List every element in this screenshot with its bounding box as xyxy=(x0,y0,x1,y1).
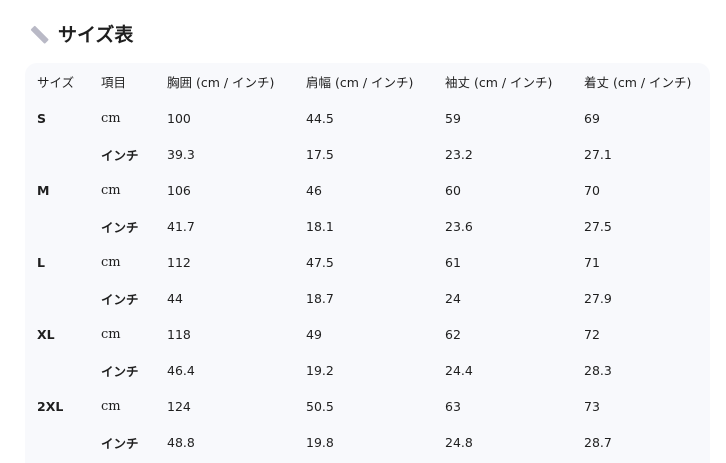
page-title: サイズ表 xyxy=(58,24,134,46)
value-cell: 49 xyxy=(306,326,322,342)
header-size: サイズ xyxy=(37,75,75,90)
value-cell: 44 xyxy=(167,290,183,306)
value-cell: 24.8 xyxy=(445,434,473,450)
value-cell: 60 xyxy=(445,182,461,198)
unit-cell: インチ xyxy=(101,435,139,451)
value-cell: 69 xyxy=(584,110,600,126)
value-cell: 27.1 xyxy=(584,146,612,162)
unit-cell: cm xyxy=(101,110,121,126)
unit-cell: cm xyxy=(101,398,121,414)
value-cell: 27.9 xyxy=(584,290,612,306)
value-cell: 61 xyxy=(445,254,461,270)
size-cell xyxy=(25,136,101,172)
value-cell: 24.4 xyxy=(445,362,473,378)
value-cell: 48.8 xyxy=(167,434,195,450)
value-cell: 23.6 xyxy=(445,218,473,234)
value-cell: 44.5 xyxy=(306,110,334,126)
size-cell: S xyxy=(37,110,47,126)
table-row: インチ 48.8 19.8 24.8 28.7 xyxy=(25,424,704,460)
table-row: XL cm 118 49 62 72 xyxy=(25,316,704,352)
ruler-icon xyxy=(30,25,49,43)
unit-cell: インチ xyxy=(101,291,139,307)
size-cell xyxy=(25,208,101,244)
value-cell: 18.1 xyxy=(306,218,334,234)
unit-cell: インチ xyxy=(101,219,139,235)
size-cell xyxy=(25,424,101,460)
table-row: インチ 39.3 17.5 23.2 27.1 xyxy=(25,136,704,172)
unit-cell: cm xyxy=(101,254,121,270)
value-cell: 62 xyxy=(445,326,461,342)
value-cell: 50.5 xyxy=(306,398,334,414)
header-shoulder: 肩幅 (cm / インチ) xyxy=(306,75,414,90)
header-item: 項目 xyxy=(101,75,127,90)
value-cell: 18.7 xyxy=(306,290,334,306)
value-cell: 46.4 xyxy=(167,362,195,378)
value-cell: 47.5 xyxy=(306,254,334,270)
value-cell: 24 xyxy=(445,290,461,306)
size-cell xyxy=(25,352,101,388)
value-cell: 41.7 xyxy=(167,218,195,234)
value-cell: 28.3 xyxy=(584,362,612,378)
value-cell: 106 xyxy=(167,182,191,198)
value-cell: 112 xyxy=(167,254,191,270)
table-row: インチ 44 18.7 24 27.9 xyxy=(25,280,704,316)
value-cell: 39.3 xyxy=(167,146,195,162)
value-cell: 72 xyxy=(584,326,600,342)
size-cell: L xyxy=(37,254,45,270)
header-length: 着丈 (cm / インチ) xyxy=(584,75,692,90)
value-cell: 27.5 xyxy=(584,218,612,234)
table-header-row: サイズ 項目 胸囲 (cm / インチ) 肩幅 (cm / インチ) 袖丈 (c… xyxy=(25,63,704,100)
value-cell: 59 xyxy=(445,110,461,126)
unit-cell: cm xyxy=(101,326,121,342)
value-cell: 28.7 xyxy=(584,434,612,450)
value-cell: 73 xyxy=(584,398,600,414)
value-cell: 63 xyxy=(445,398,461,414)
unit-cell: cm xyxy=(101,182,121,198)
size-table: サイズ 項目 胸囲 (cm / インチ) 肩幅 (cm / インチ) 袖丈 (c… xyxy=(25,63,704,460)
unit-cell: インチ xyxy=(101,363,139,379)
value-cell: 118 xyxy=(167,326,191,342)
size-cell: M xyxy=(37,182,50,198)
value-cell: 19.2 xyxy=(306,362,334,378)
value-cell: 124 xyxy=(167,398,191,414)
value-cell: 100 xyxy=(167,110,191,126)
size-cell: 2XL xyxy=(37,398,64,414)
value-cell: 19.8 xyxy=(306,434,334,450)
value-cell: 70 xyxy=(584,182,600,198)
table-row: 2XL cm 124 50.5 63 73 xyxy=(25,388,704,424)
size-cell: XL xyxy=(37,326,55,342)
value-cell: 71 xyxy=(584,254,600,270)
value-cell: 17.5 xyxy=(306,146,334,162)
size-cell xyxy=(25,280,101,316)
table-row: インチ 46.4 19.2 24.4 28.3 xyxy=(25,352,704,388)
value-cell: 46 xyxy=(306,182,322,198)
header-sleeve: 袖丈 (cm / インチ) xyxy=(445,75,553,90)
table-row: インチ 41.7 18.1 23.6 27.5 xyxy=(25,208,704,244)
size-table-container: サイズ 項目 胸囲 (cm / インチ) 肩幅 (cm / インチ) 袖丈 (c… xyxy=(25,63,710,463)
value-cell: 23.2 xyxy=(445,146,473,162)
header-chest: 胸囲 (cm / インチ) xyxy=(167,75,275,90)
section-title: サイズ表 xyxy=(28,20,133,47)
unit-cell: インチ xyxy=(101,147,139,163)
